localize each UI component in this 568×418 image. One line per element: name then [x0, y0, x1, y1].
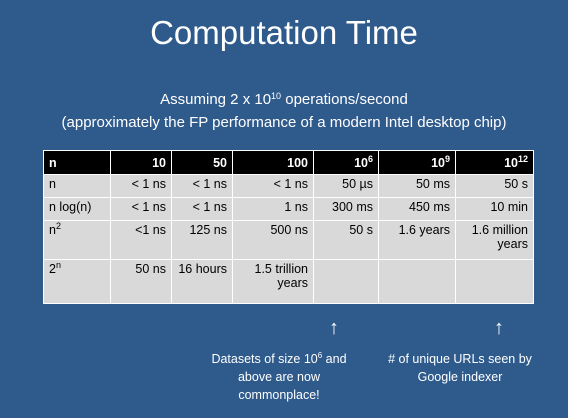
table-row: 2n 50 ns 16 hours 1.5 trillion years	[43, 259, 534, 304]
row-label: n2	[43, 220, 111, 260]
urls-note: # of unique URLs seen by Google indexer	[388, 352, 532, 384]
table-cell: 50 s	[313, 220, 379, 260]
subtitle-line-1-prefix: Assuming 2 x 10	[160, 91, 272, 108]
subtitle-line-2: (approximately the FP performance of a m…	[61, 114, 507, 131]
table-header-row: n 10 50 100 106 109 1012	[43, 150, 534, 175]
table-cell: 10 min	[455, 197, 534, 221]
table-cell	[455, 259, 534, 304]
up-arrow-icon: ↑	[494, 317, 504, 339]
header-cell-10: 10	[110, 150, 172, 175]
table-cell: < 1 ns	[232, 174, 314, 198]
header-cell-50: 50	[171, 150, 233, 175]
slide-title: Computation Time	[150, 14, 418, 51]
table-cell: <1 ns	[110, 220, 172, 260]
table-cell: 1 ns	[232, 197, 314, 221]
table-cell: 50 ns	[110, 259, 172, 304]
header-cell-10e12: 1012	[455, 150, 534, 175]
table-cell: 16 hours	[171, 259, 233, 304]
table-cell: 450 ms	[378, 197, 456, 221]
header-cell-100: 100	[232, 150, 314, 175]
table-cell: 1.6 million years	[455, 220, 534, 260]
subtitle-line-1: Assuming 2 x 1010 operations/second	[0, 88, 568, 111]
subtitle-line-1-suffix: operations/second	[281, 91, 408, 108]
row-label: n	[43, 174, 111, 198]
table-cell: 125 ns	[171, 220, 233, 260]
table-cell	[378, 259, 456, 304]
table-cell: 1.6 years	[378, 220, 456, 260]
table-cell: 1.5 trillion years	[232, 259, 314, 304]
computation-time-table: n 10 50 100 106 109 1012 n < 1 ns < 1 ns…	[43, 150, 534, 304]
header-cell-10e6: 106	[313, 150, 379, 175]
table-cell: < 1 ns	[110, 197, 172, 221]
up-arrow-icon: ↑	[329, 317, 339, 339]
table-cell: < 1 ns	[171, 197, 233, 221]
table-row: n2 <1 ns 125 ns 500 ns 50 s 1.6 years 1.…	[43, 220, 534, 260]
header-cell-n: n	[43, 150, 111, 175]
subtitle-exponent: 10	[271, 91, 282, 101]
slide-subtitle: Assuming 2 x 1010 operations/second (app…	[0, 88, 568, 134]
table-cell: 500 ns	[232, 220, 314, 260]
table-cell: < 1 ns	[110, 174, 172, 198]
table-row: n log(n) < 1 ns < 1 ns 1 ns 300 ms 450 m…	[43, 197, 534, 221]
row-label: n log(n)	[43, 197, 111, 221]
table-cell: 300 ms	[313, 197, 379, 221]
header-cell-10e9: 109	[378, 150, 456, 175]
table-cell: < 1 ns	[171, 174, 233, 198]
table-cell: 50 s	[455, 174, 534, 198]
table-row: n < 1 ns < 1 ns < 1 ns 50 µs 50 ms 50 s	[43, 174, 534, 198]
table-cell	[313, 259, 379, 304]
datasets-note: Datasets of size 106 and above are now c…	[211, 351, 347, 403]
table-cell: 50 µs	[313, 174, 379, 198]
row-label: 2n	[43, 259, 111, 304]
table-cell: 50 ms	[378, 174, 456, 198]
